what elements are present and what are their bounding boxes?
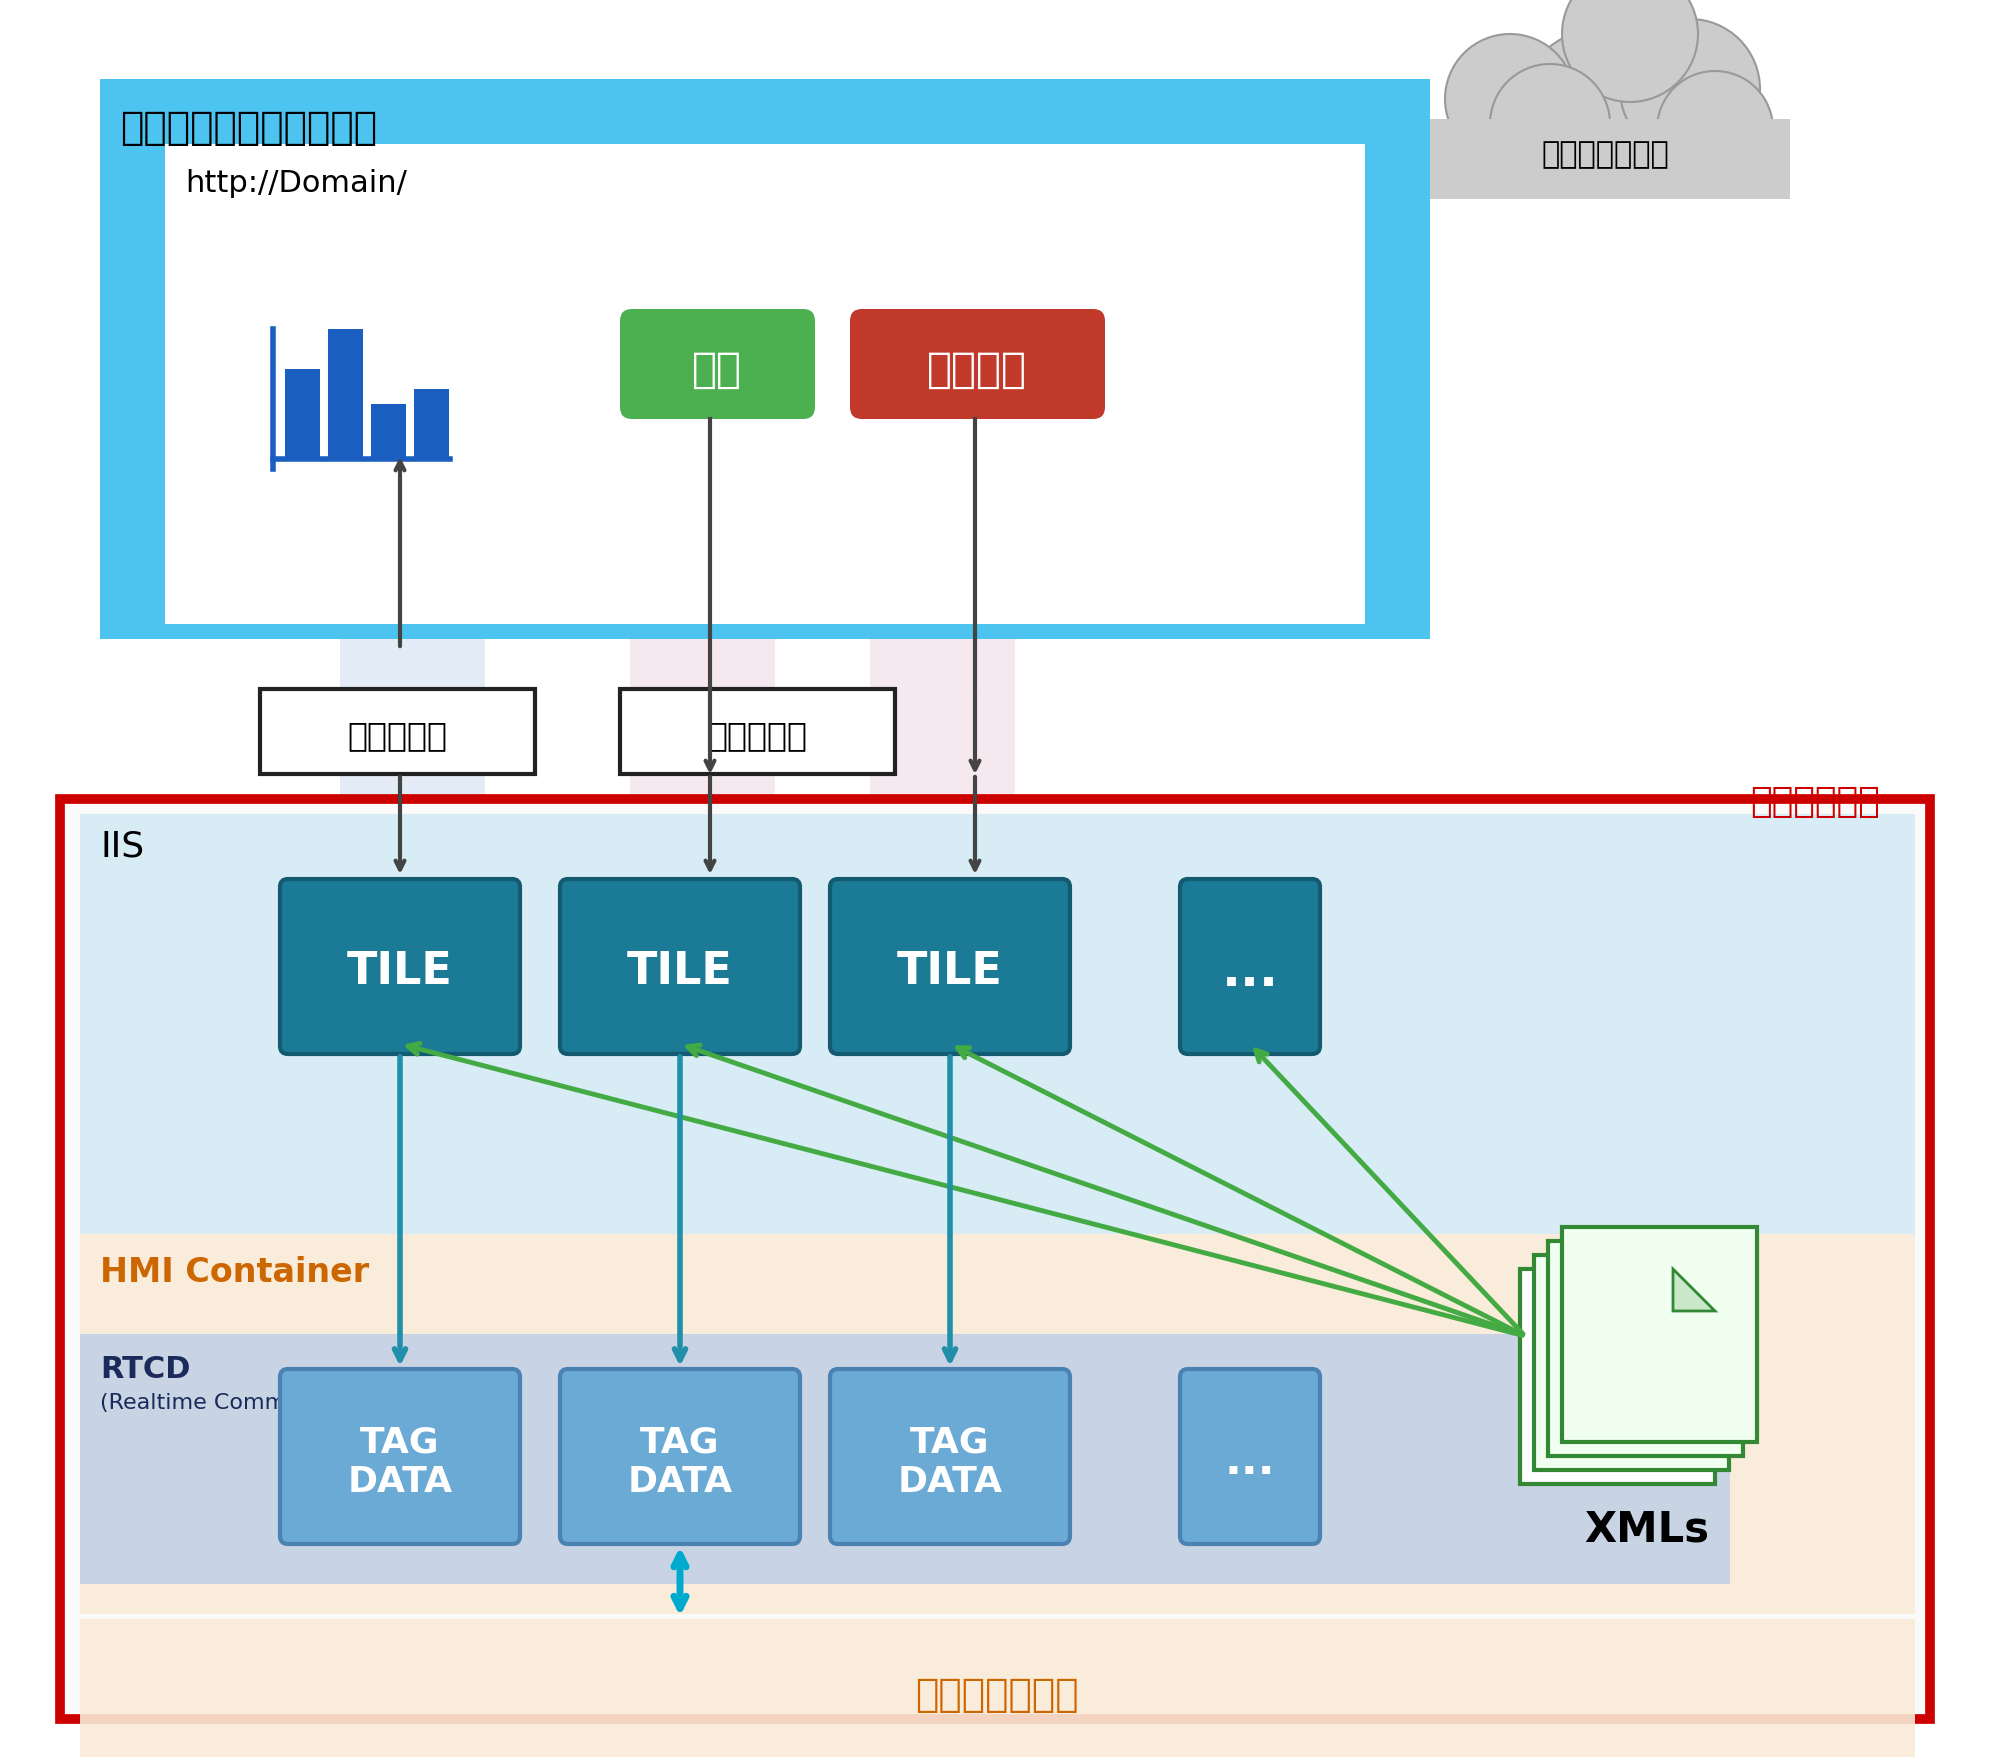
Text: 他のコンテナ群: 他のコンテナ群 [915, 1674, 1078, 1713]
FancyBboxPatch shape [80, 1334, 1730, 1585]
FancyBboxPatch shape [372, 404, 406, 460]
Text: TILE: TILE [897, 951, 1002, 993]
Text: XMLs: XMLs [1585, 1508, 1709, 1550]
Circle shape [1520, 30, 1681, 190]
Text: データ送信: データ送信 [706, 719, 808, 752]
Text: コントローラ: コントローラ [1750, 785, 1880, 819]
Text: インターネットブラウザ: インターネットブラウザ [119, 109, 378, 148]
Circle shape [1490, 65, 1609, 184]
FancyBboxPatch shape [1520, 1269, 1715, 1485]
Text: 開始: 開始 [692, 350, 742, 390]
Text: TAG
DATA: TAG DATA [348, 1425, 453, 1499]
FancyBboxPatch shape [621, 689, 895, 775]
Text: IIS: IIS [99, 829, 143, 863]
Text: TILE: TILE [346, 951, 453, 993]
Text: インターネット: インターネット [1541, 141, 1669, 169]
Circle shape [1561, 0, 1699, 104]
Text: データ表示: データ表示 [346, 719, 448, 752]
Text: HMI Container: HMI Container [99, 1256, 370, 1290]
Text: 紧急停止: 紧急停止 [927, 350, 1026, 390]
FancyBboxPatch shape [80, 1235, 1915, 1615]
FancyBboxPatch shape [829, 1369, 1070, 1544]
FancyBboxPatch shape [340, 81, 485, 1718]
FancyBboxPatch shape [869, 81, 1014, 1718]
Circle shape [1657, 72, 1772, 188]
Text: ...: ... [1221, 947, 1279, 996]
Text: TILE: TILE [627, 951, 732, 993]
FancyBboxPatch shape [328, 330, 364, 460]
FancyBboxPatch shape [261, 689, 535, 775]
Text: TAG
DATA: TAG DATA [627, 1425, 732, 1499]
FancyBboxPatch shape [80, 1620, 1915, 1757]
FancyBboxPatch shape [1534, 1254, 1728, 1471]
FancyBboxPatch shape [99, 81, 1430, 640]
FancyBboxPatch shape [849, 309, 1106, 420]
Circle shape [1444, 35, 1575, 165]
FancyBboxPatch shape [1561, 1228, 1756, 1442]
FancyBboxPatch shape [60, 799, 1929, 1718]
FancyBboxPatch shape [1179, 1369, 1321, 1544]
Polygon shape [1673, 1269, 1715, 1311]
FancyBboxPatch shape [414, 390, 450, 460]
FancyBboxPatch shape [280, 880, 519, 1054]
FancyBboxPatch shape [1430, 119, 1790, 200]
Text: TAG
DATA: TAG DATA [897, 1425, 1002, 1499]
FancyBboxPatch shape [561, 880, 800, 1054]
FancyBboxPatch shape [280, 1369, 519, 1544]
FancyBboxPatch shape [1179, 880, 1321, 1054]
FancyBboxPatch shape [165, 144, 1364, 625]
Text: http://Domain/: http://Domain/ [185, 169, 408, 197]
Text: RTCD: RTCD [99, 1355, 191, 1385]
Text: (Realtime Common Data): (Realtime Common Data) [99, 1392, 382, 1413]
FancyBboxPatch shape [561, 1369, 800, 1544]
FancyBboxPatch shape [284, 369, 320, 460]
FancyBboxPatch shape [80, 815, 1915, 1235]
Circle shape [1619, 19, 1760, 160]
FancyBboxPatch shape [631, 81, 776, 1718]
FancyBboxPatch shape [1547, 1240, 1742, 1457]
Text: ...: ... [1225, 1439, 1275, 1483]
FancyBboxPatch shape [829, 880, 1070, 1054]
FancyBboxPatch shape [621, 309, 815, 420]
